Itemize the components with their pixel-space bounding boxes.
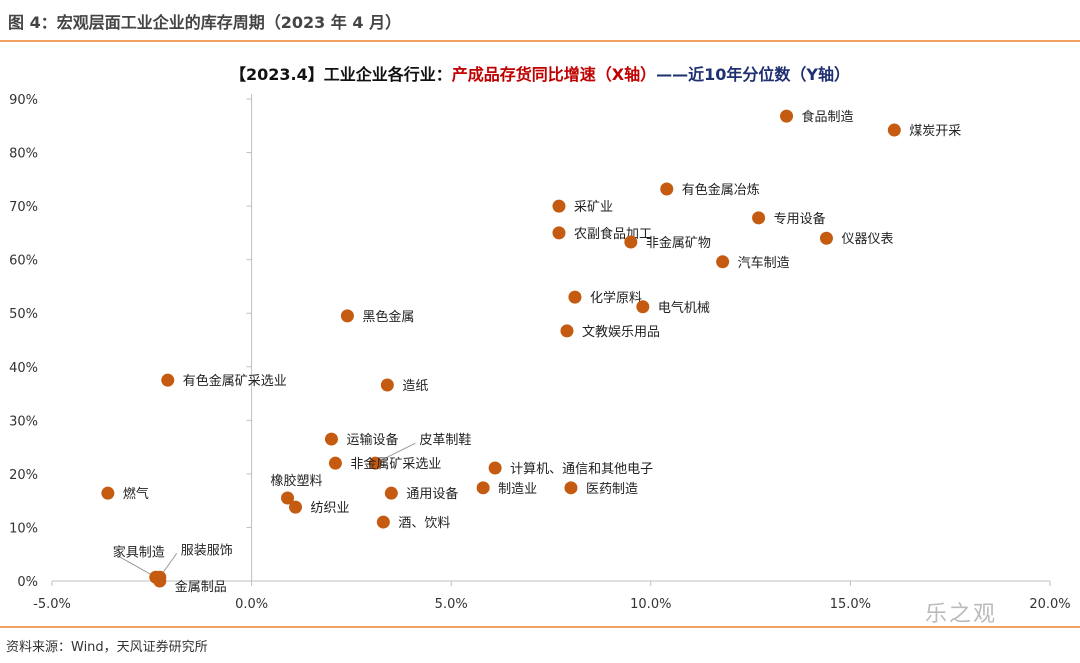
data-point xyxy=(552,199,566,213)
data-point xyxy=(380,378,394,392)
data-point xyxy=(716,255,730,269)
data-point xyxy=(476,481,490,495)
figure-title: 图 4：宏观层面工业企业的库存周期（2023 年 4 月） xyxy=(8,13,402,32)
data-label: 化学原料 xyxy=(590,290,642,306)
y-tick-label: 30% xyxy=(9,414,38,429)
data-point xyxy=(819,231,833,245)
data-point xyxy=(636,300,650,314)
data-label: 皮革制鞋 xyxy=(419,432,471,448)
data-label: 采矿业 xyxy=(574,200,613,215)
chart-title-part: ——近10年分位数（Y轴） xyxy=(656,65,850,84)
data-label: 非金属矿采选业 xyxy=(350,456,441,472)
data-point xyxy=(752,211,766,225)
source-note: 资料来源：Wind，天风证券研究所 xyxy=(6,640,208,655)
data-point xyxy=(101,486,115,500)
x-tick-label: -5.0% xyxy=(33,597,71,612)
y-tick-label: 60% xyxy=(9,254,38,269)
data-point xyxy=(340,309,354,323)
data-point xyxy=(153,574,167,588)
data-point xyxy=(560,324,574,338)
data-label: 农副食品加工 xyxy=(574,226,652,242)
data-label: 有色金属冶炼 xyxy=(682,182,760,198)
data-point xyxy=(887,123,901,137)
data-point xyxy=(376,515,390,529)
chart-title-part: 【2023.4】工业企业各行业： xyxy=(230,65,452,84)
data-point xyxy=(328,456,342,470)
data-label: 仪器仪表 xyxy=(841,232,893,247)
y-tick-label: 80% xyxy=(9,147,38,162)
y-tick-label: 40% xyxy=(9,361,38,376)
leader-line xyxy=(375,442,416,464)
y-tick-label: 10% xyxy=(9,521,38,536)
data-label: 有色金属矿采选业 xyxy=(183,373,287,389)
data-label: 通用设备 xyxy=(406,486,458,502)
data-label: 医药制造 xyxy=(586,482,638,497)
data-label: 文教娱乐用品 xyxy=(582,324,660,340)
data-label: 纺织业 xyxy=(311,501,350,516)
data-label: 造纸 xyxy=(402,379,428,394)
data-label: 服装服饰 xyxy=(181,543,233,558)
y-tick-label: 90% xyxy=(9,93,38,108)
y-tick-label: 50% xyxy=(9,307,38,322)
data-label: 电气机械 xyxy=(658,300,710,316)
data-point xyxy=(568,290,582,304)
data-point xyxy=(281,491,295,505)
data-point xyxy=(384,486,398,500)
data-label: 制造业 xyxy=(498,482,537,497)
x-tick-label: 15.0% xyxy=(830,597,871,612)
header-divider xyxy=(0,40,1080,42)
data-label: 运输设备 xyxy=(346,432,398,448)
data-label: 专用设备 xyxy=(774,211,826,227)
x-tick-label: 5.0% xyxy=(435,597,468,612)
footer-divider xyxy=(0,626,1080,628)
chart-title: 【2023.4】工业企业各行业：产成品存货同比增速（X轴）——近10年分位数（Y… xyxy=(0,61,1080,85)
data-point xyxy=(660,182,674,196)
data-point xyxy=(552,226,566,240)
data-label: 汽车制造 xyxy=(738,255,790,271)
y-tick-label: 70% xyxy=(9,200,38,215)
data-label: 黑色金属 xyxy=(362,309,414,325)
data-point xyxy=(324,432,338,446)
data-point xyxy=(368,456,382,470)
y-tick-label: 0% xyxy=(17,575,38,590)
data-point xyxy=(289,500,303,514)
watermark: 乐之观 xyxy=(925,602,998,627)
data-label: 金属制品 xyxy=(175,579,227,595)
data-label: 酒、饮料 xyxy=(398,516,450,531)
data-label: 煤炭开采 xyxy=(909,124,961,139)
leader-line xyxy=(116,554,157,578)
x-tick-label: 0.0% xyxy=(235,597,268,612)
data-label: 非金属矿物 xyxy=(646,235,711,251)
data-label: 橡胶塑料 xyxy=(271,473,323,489)
data-point xyxy=(624,235,638,249)
y-tick-label: 20% xyxy=(9,468,38,483)
data-point xyxy=(161,373,175,387)
data-point xyxy=(564,481,578,495)
data-label: 家具制造 xyxy=(113,544,165,560)
data-label: 燃气 xyxy=(123,486,149,502)
chart-title-part: 产成品存货同比增速（X轴） xyxy=(451,65,657,84)
x-tick-label: 20.0% xyxy=(1029,597,1070,612)
data-label: 计算机、通信和其他电子 xyxy=(510,462,653,477)
data-label: 食品制造 xyxy=(802,109,854,125)
data-point xyxy=(488,461,502,475)
x-tick-label: 10.0% xyxy=(630,597,671,612)
data-point xyxy=(780,109,794,123)
